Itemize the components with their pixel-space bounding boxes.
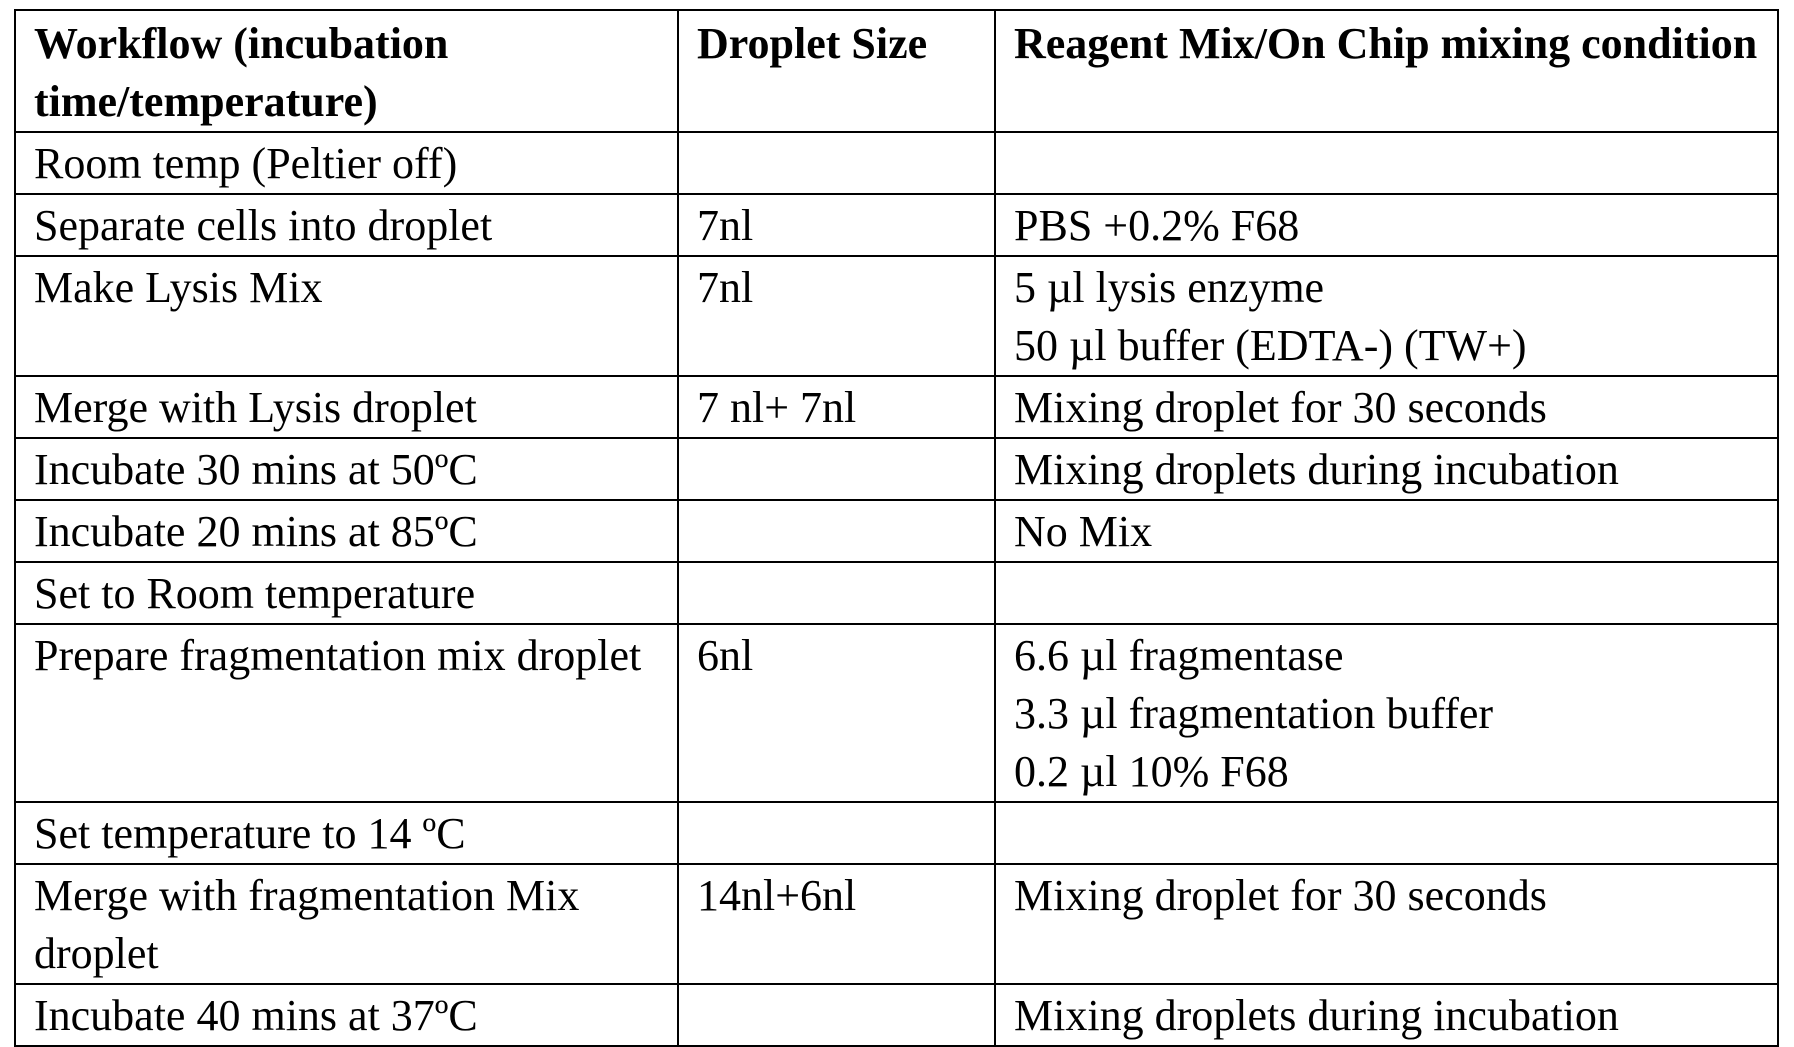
reagent-cell: Mixing droplet for 30 seconds <box>994 375 1779 439</box>
workflow-cell: Make Lysis Mix <box>14 255 679 377</box>
droplet-size-cell <box>677 561 996 625</box>
table-row: Set to Room temperature <box>14 561 1779 625</box>
workflow-cell: Separate cells into droplet <box>14 193 679 257</box>
droplet-size-cell <box>677 801 996 865</box>
workflow-table: Workflow (incubation time/temperature) D… <box>14 9 1779 1047</box>
droplet-size-cell <box>677 499 996 563</box>
droplet-size-cell <box>677 983 996 1047</box>
table-row: Separate cells into droplet 7nl PBS +0.2… <box>14 193 1779 257</box>
reagent-cell: 5 µl lysis enzyme 50 µl buffer (EDTA-) (… <box>994 255 1779 377</box>
table-row: Merge with fragmentation Mix droplet 14n… <box>14 863 1779 985</box>
reagent-cell <box>994 801 1779 865</box>
workflow-cell: Room temp (Peltier off) <box>14 131 679 195</box>
workflow-cell: Incubate 20 mins at 85ºC <box>14 499 679 563</box>
reagent-cell <box>994 131 1779 195</box>
droplet-size-cell: 14nl+6nl <box>677 863 996 985</box>
reagent-cell: Mixing droplets during incubation <box>994 437 1779 501</box>
header-droplet-size: Droplet Size <box>677 9 996 133</box>
reagent-cell: 6.6 µl fragmentase 3.3 µl fragmentation … <box>994 623 1779 803</box>
droplet-size-cell: 7nl <box>677 255 996 377</box>
table-row: Incubate 20 mins at 85ºC No Mix <box>14 499 1779 563</box>
workflow-cell: Set temperature to 14 ºC <box>14 801 679 865</box>
reagent-cell: PBS +0.2% F68 <box>994 193 1779 257</box>
reagent-cell <box>994 561 1779 625</box>
table-row: Prepare fragmentation mix droplet 6nl 6.… <box>14 623 1779 803</box>
workflow-cell: Merge with fragmentation Mix droplet <box>14 863 679 985</box>
droplet-size-cell: 7nl <box>677 193 996 257</box>
table-row: Incubate 30 mins at 50ºC Mixing droplets… <box>14 437 1779 501</box>
reagent-cell: No Mix <box>994 499 1779 563</box>
workflow-cell: Merge with Lysis droplet <box>14 375 679 439</box>
header-workflow: Workflow (incubation time/temperature) <box>14 9 679 133</box>
table-row: Incubate 40 mins at 37ºC Mixing droplets… <box>14 983 1779 1047</box>
droplet-size-cell: 7 nl+ 7nl <box>677 375 996 439</box>
workflow-cell: Prepare fragmentation mix droplet <box>14 623 679 803</box>
reagent-cell: Mixing droplets during incubation <box>994 983 1779 1047</box>
header-row: Workflow (incubation time/temperature) D… <box>14 9 1779 133</box>
droplet-size-cell <box>677 437 996 501</box>
workflow-cell: Set to Room temperature <box>14 561 679 625</box>
reagent-cell: Mixing droplet for 30 seconds <box>994 863 1779 985</box>
droplet-size-cell: 6nl <box>677 623 996 803</box>
droplet-size-cell <box>677 131 996 195</box>
header-reagent-mix: Reagent Mix/On Chip mixing condition <box>994 9 1779 133</box>
table-row: Merge with Lysis droplet 7 nl+ 7nl Mixin… <box>14 375 1779 439</box>
workflow-cell: Incubate 40 mins at 37ºC <box>14 983 679 1047</box>
table-row: Room temp (Peltier off) <box>14 131 1779 195</box>
table-row: Make Lysis Mix 7nl 5 µl lysis enzyme 50 … <box>14 255 1779 377</box>
table-row: Set temperature to 14 ºC <box>14 801 1779 865</box>
workflow-cell: Incubate 30 mins at 50ºC <box>14 437 679 501</box>
